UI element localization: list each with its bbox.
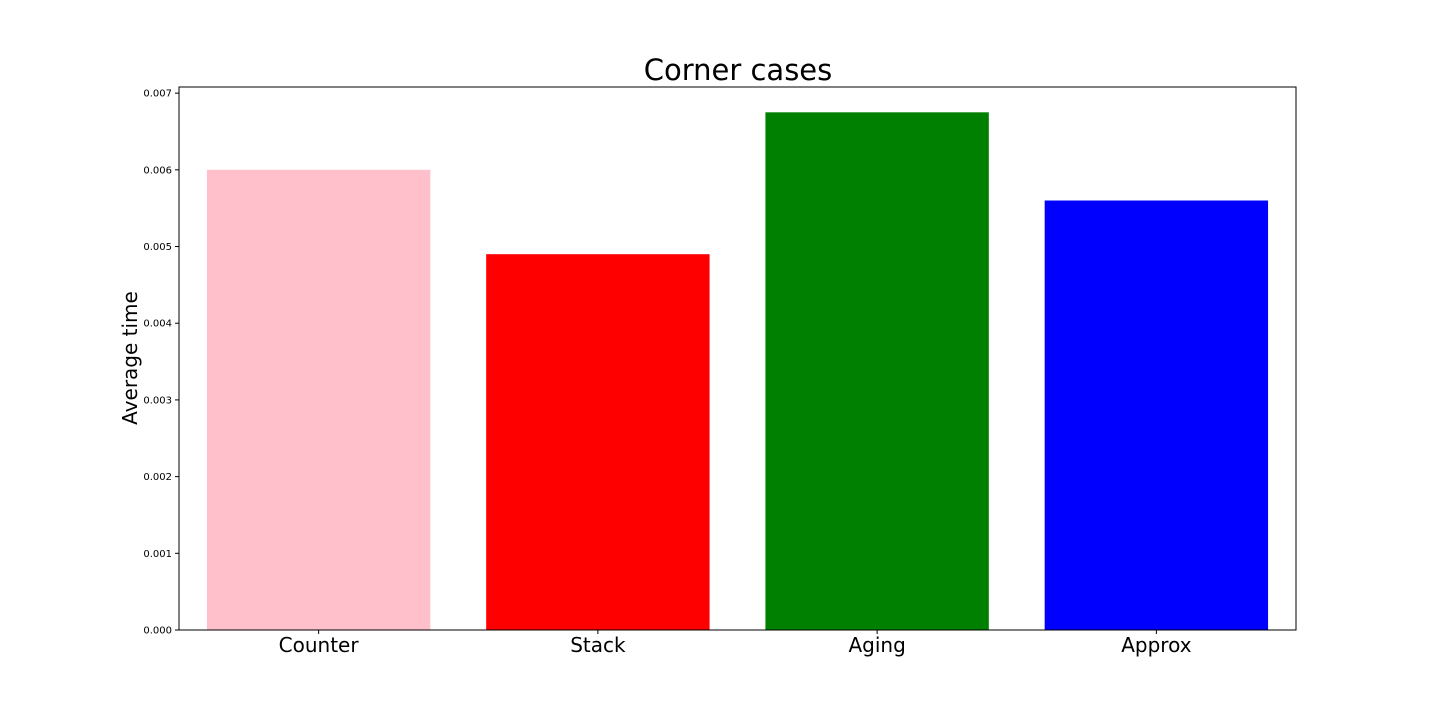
- bar-approx: [1044, 200, 1269, 630]
- y-tick-label: 0.000: [143, 626, 172, 637]
- x-tick-label: Stack: [570, 633, 626, 657]
- x-tick-label: Approx: [1121, 633, 1191, 657]
- x-tick-label: Counter: [279, 633, 360, 657]
- bar-counter: [206, 169, 431, 630]
- y-tick-label: 0.007: [143, 89, 172, 100]
- x-tick-label: Aging: [848, 633, 905, 657]
- plot-area: 0.000 0.001 0.002 0.003 0.004 0.005 0.006 0.007…: [143, 86, 1297, 657]
- y-tick-label: 0.006: [143, 165, 172, 176]
- y-axis-label: Average time: [118, 291, 142, 425]
- y-tick-label: 0.003: [143, 395, 172, 406]
- bar-aging: [765, 112, 989, 630]
- y-tick-label: 0.002: [143, 472, 172, 483]
- y-tick-label: 0.005: [143, 242, 172, 253]
- chart-title: Corner cases: [644, 53, 833, 87]
- y-tick-label: 0.001: [143, 549, 172, 560]
- axes-frame: [178, 86, 1297, 631]
- y-tick-label: 0.004: [143, 319, 172, 330]
- bar-stack: [486, 254, 710, 630]
